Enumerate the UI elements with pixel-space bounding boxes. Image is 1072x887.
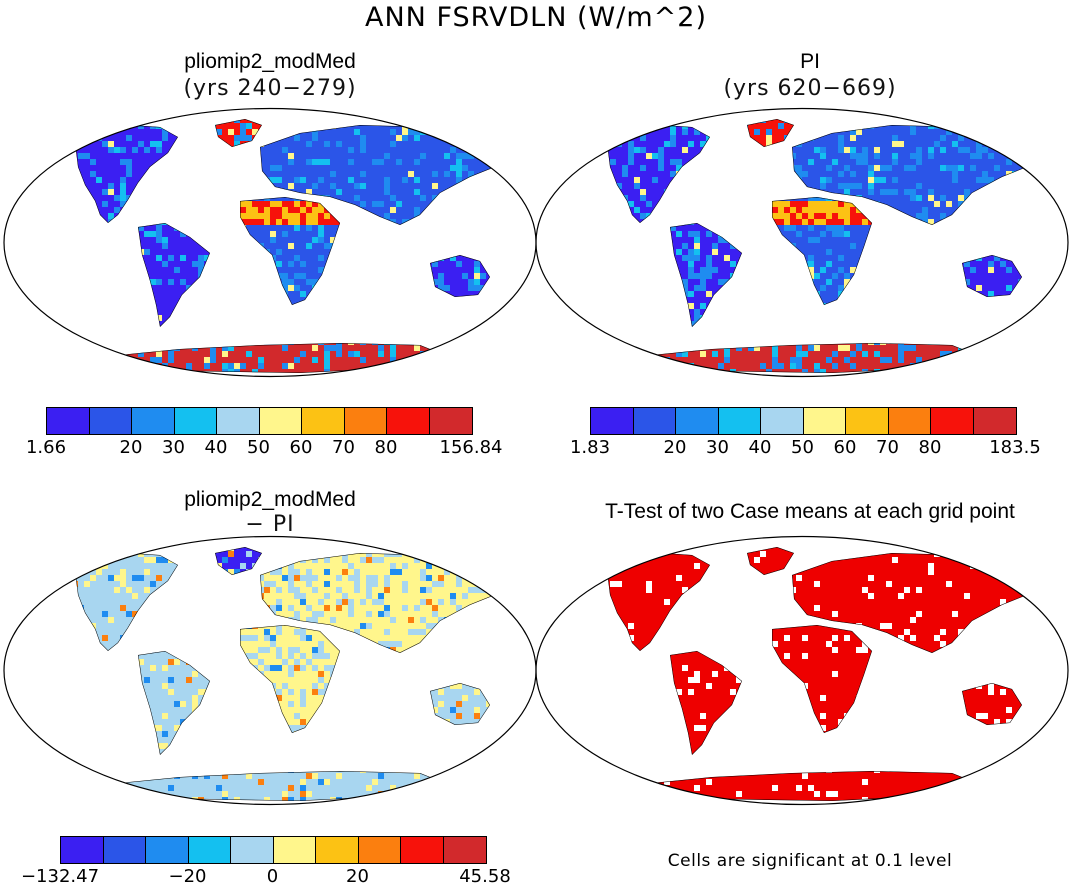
colorbar-swatch <box>430 408 473 434</box>
colorbar-tick-label: 1.83 <box>570 437 610 458</box>
colorbar-swatch <box>974 408 1017 434</box>
colorbar-swatch <box>676 408 719 434</box>
colorbar-tick-label: 40 <box>205 437 228 458</box>
colorbar-swatch <box>217 408 260 434</box>
panel-subtitle-top-left: (yrs 240−279) <box>80 76 460 101</box>
colorbar-tick-label: 45.58 <box>459 866 511 887</box>
colorbar-swatch <box>846 408 889 434</box>
colorbar-tick-label: 70 <box>876 437 899 458</box>
colorbar-swatch <box>302 408 345 434</box>
colorbar-swatch <box>260 408 303 434</box>
colorbar-tick-label: 80 <box>375 437 398 458</box>
colorbar-swatch <box>345 408 388 434</box>
map-top-right-body <box>532 105 1072 380</box>
map-top-left <box>0 105 540 380</box>
panel-subtitle-top-right: (yrs 620−669) <box>620 76 1000 101</box>
colorbar-tick-label: 20 <box>120 437 143 458</box>
colorbar-tick-label: 70 <box>332 437 355 458</box>
colorbar-tick-label: 156.84 <box>440 437 503 458</box>
colorbar-tick-label: 40 <box>749 437 772 458</box>
colorbar-tick-label: 30 <box>706 437 729 458</box>
colorbar-tick-label: 50 <box>791 437 814 458</box>
colorbar-swatch <box>931 408 974 434</box>
colorbar-swatch <box>804 408 847 434</box>
colorbar-bottom-left <box>60 836 487 864</box>
colorbar-swatch <box>634 408 677 434</box>
significance-note: Cells are significant at 0.1 level <box>560 851 1060 871</box>
colorbar-tick-label: 0 <box>267 866 278 887</box>
map-top-left-body <box>0 105 540 380</box>
colorbar-swatch <box>47 408 90 434</box>
colorbar-swatch <box>401 837 444 863</box>
colorbar-tick-label: 1.66 <box>26 437 66 458</box>
map-bottom-left-body <box>0 533 540 808</box>
colorbar-swatch <box>132 408 175 434</box>
colorbar-tick-label: 60 <box>834 437 857 458</box>
panel-title-top-right: PI <box>620 50 1000 74</box>
map-bottom-left <box>0 533 540 808</box>
colorbar-swatch <box>90 408 133 434</box>
colorbar-swatch <box>231 837 274 863</box>
colorbar-swatch <box>387 408 430 434</box>
colorbar-swatch <box>61 837 104 863</box>
colorbar-swatch <box>889 408 932 434</box>
map-top-right <box>532 105 1072 380</box>
map-bottom-right-body <box>532 533 1072 808</box>
colorbar-swatch <box>274 837 317 863</box>
colorbar-swatch <box>146 837 189 863</box>
map-bottom-right <box>532 533 1072 808</box>
panel-title-bottom-right: T-Test of two Case means at each grid po… <box>550 500 1070 524</box>
colorbar-swatch <box>761 408 804 434</box>
colorbar-tick-label: −132.47 <box>21 866 99 887</box>
colorbar-tick-label: 60 <box>290 437 313 458</box>
colorbar-tick-label: 20 <box>346 866 369 887</box>
colorbar-swatch <box>444 837 487 863</box>
colorbar-tick-label: −20 <box>169 866 207 887</box>
panel-title-top-left: pliomip2_modMed <box>80 50 460 74</box>
colorbar-tick-label: 80 <box>919 437 942 458</box>
figure-title: ANN FSRVDLN (W/m^2) <box>0 2 1072 33</box>
colorbar-swatch <box>189 837 232 863</box>
colorbar-swatch <box>719 408 762 434</box>
colorbar-swatch <box>316 837 359 863</box>
colorbar-top-right <box>590 407 1017 435</box>
colorbar-top-left <box>46 407 473 435</box>
colorbar-tick-label: 50 <box>247 437 270 458</box>
colorbar-swatch <box>591 408 634 434</box>
colorbar-swatch <box>359 837 402 863</box>
colorbar-tick-label: 183.5 <box>989 437 1041 458</box>
colorbar-swatch <box>104 837 147 863</box>
panel-title-bottom-left: pliomip2_modMed <box>80 488 460 512</box>
colorbar-tick-label: 20 <box>664 437 687 458</box>
colorbar-swatch <box>175 408 218 434</box>
colorbar-tick-label: 30 <box>162 437 185 458</box>
